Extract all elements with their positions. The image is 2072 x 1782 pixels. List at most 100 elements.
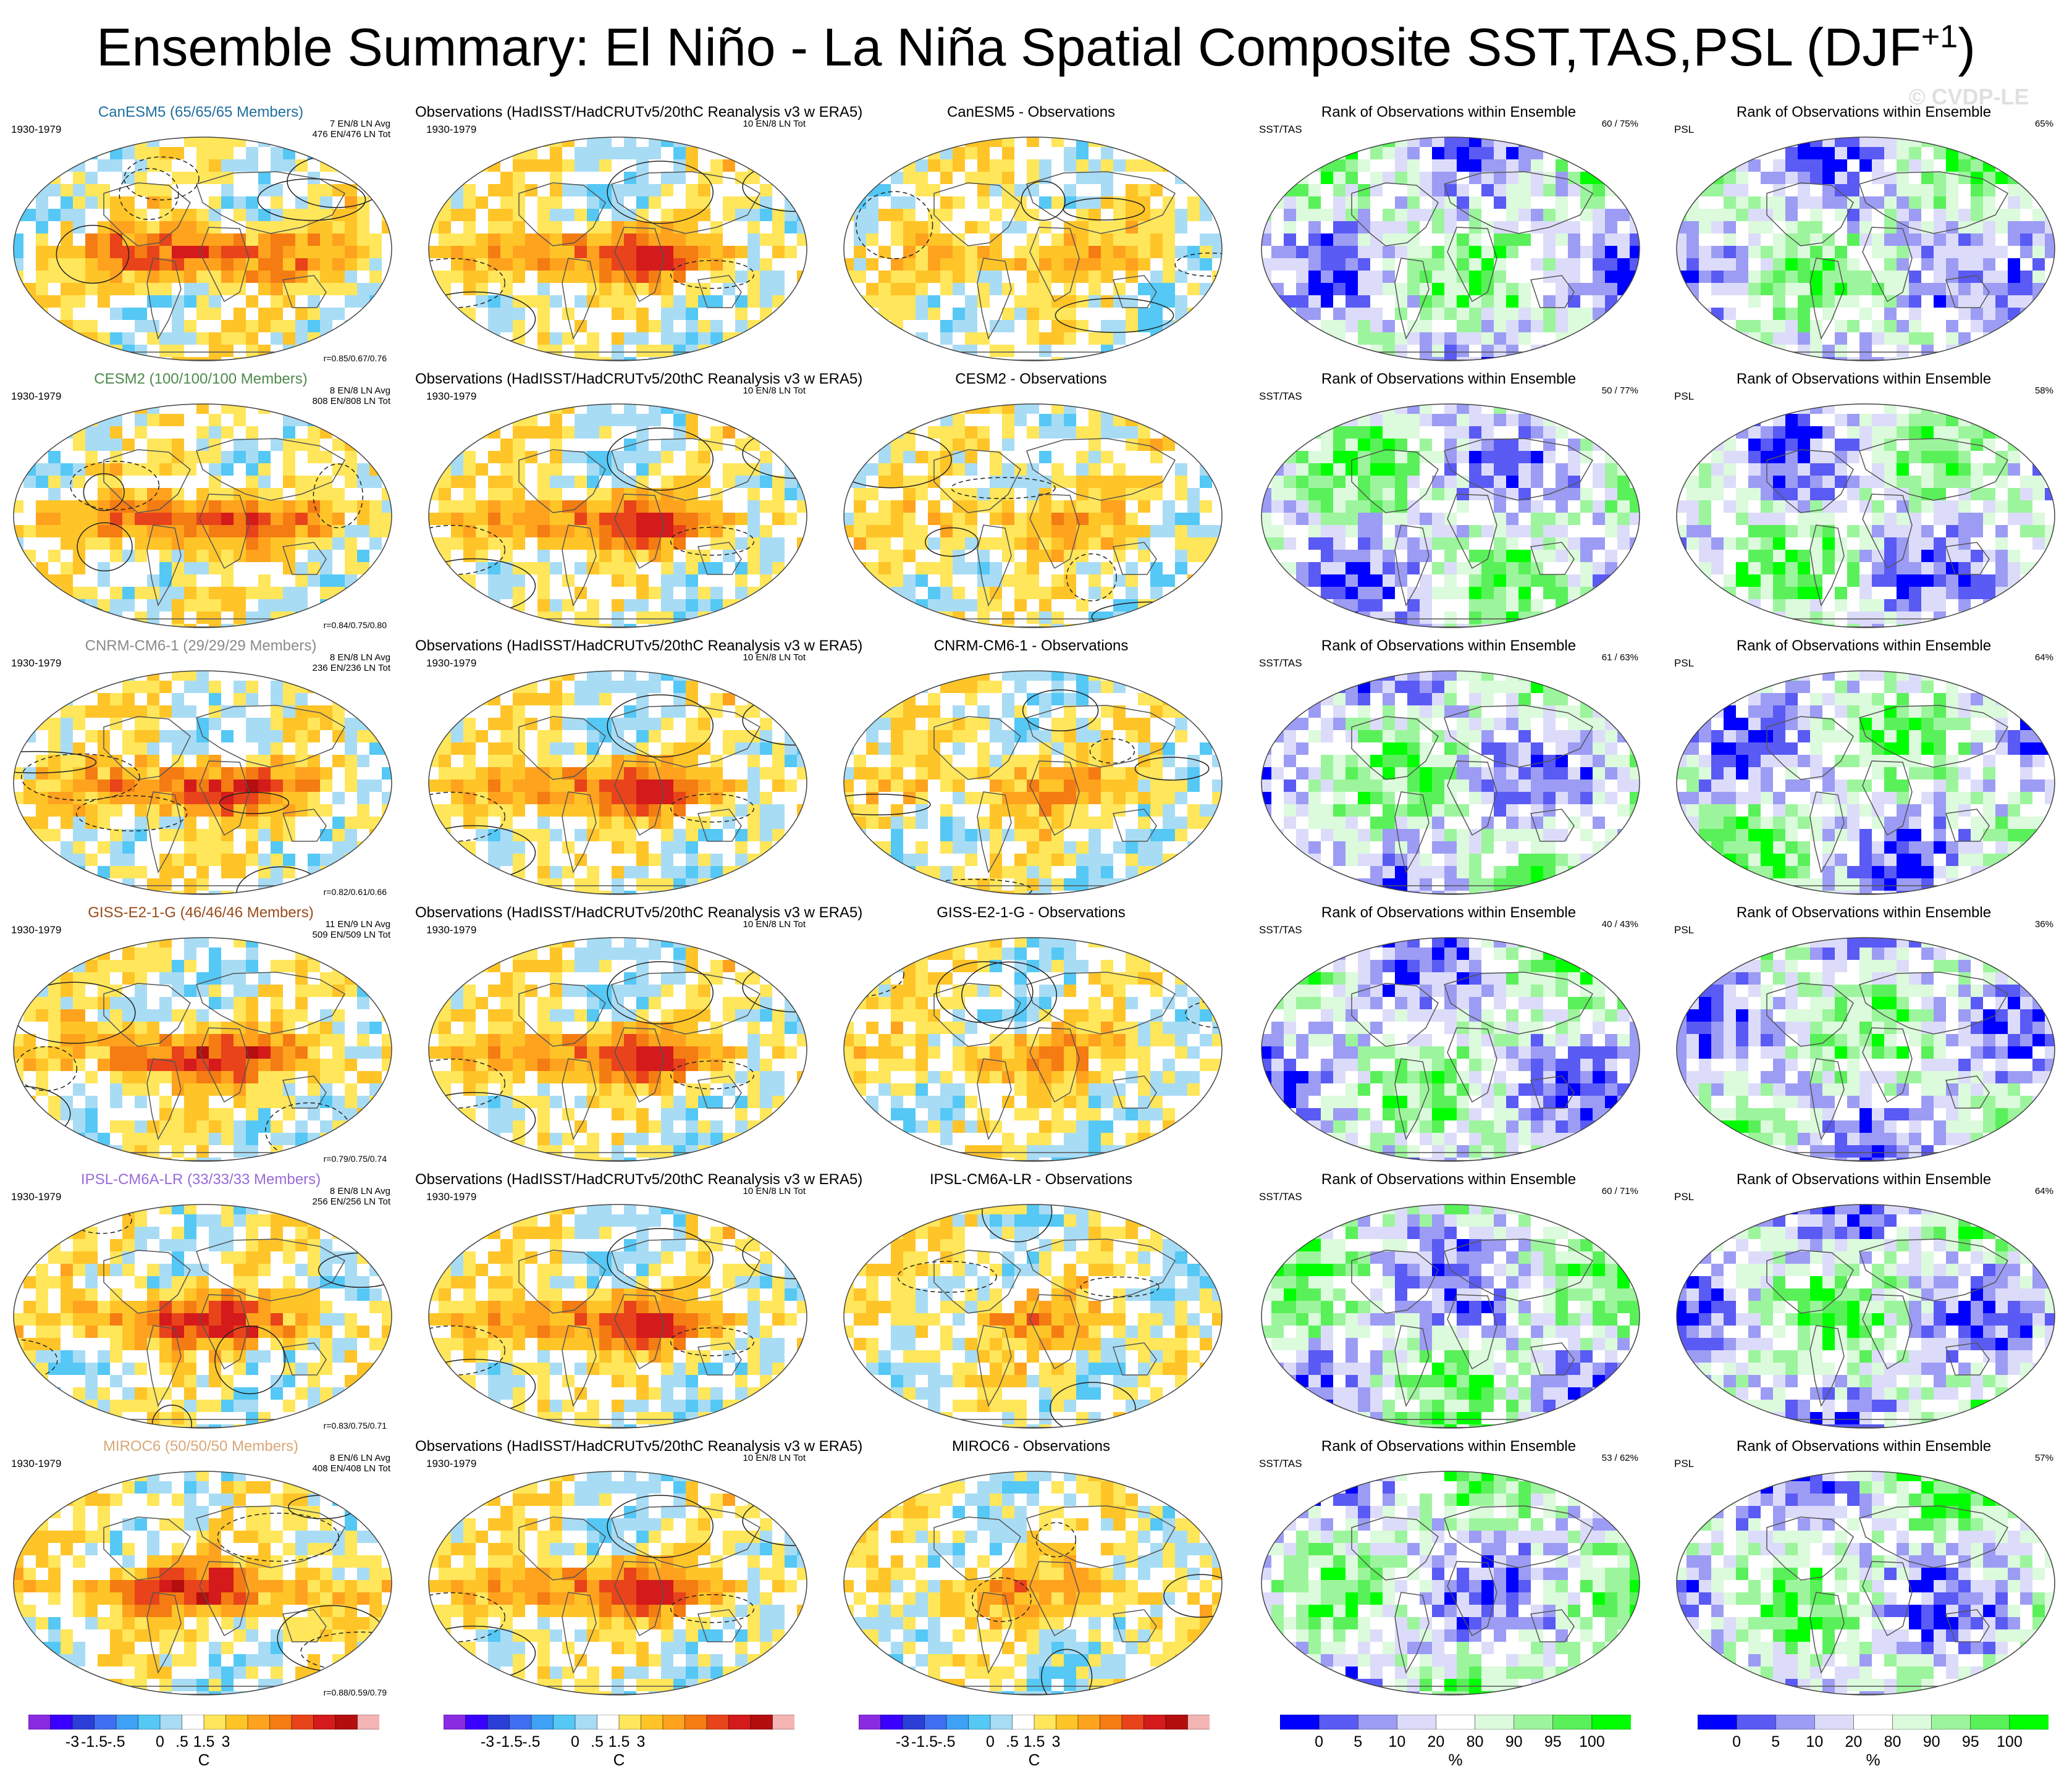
colorbar-swatch — [1775, 1714, 1816, 1730]
rank-title: Rank of Observations within Ensemble — [1736, 904, 1992, 921]
rank-var-label: PSL — [1674, 924, 1695, 936]
pattern-correlation: r=0.88/0.59/0.79 — [323, 1687, 387, 1697]
difference-title: CESM2 - Observations — [955, 371, 1107, 387]
member-info: 8 EN/6 LN Avg 408 EN/408 LN Tot — [313, 1453, 390, 1474]
rank-title: Rank of Observations within Ensemble — [1321, 371, 1577, 387]
colorbar-tick-label: 3 — [636, 1733, 646, 1750]
colorbar-tick-label: .5 — [591, 1733, 604, 1750]
colorbar-swatch — [772, 1714, 795, 1730]
colorbar-swatch — [357, 1714, 380, 1730]
map-area — [841, 1202, 1224, 1431]
colorbar-4: 0 5 10 20 80 90 95 100% — [1279, 1714, 1632, 1769]
obs-info: 10 EN/8 LN Tot — [743, 919, 806, 930]
panel-r5-c4: Rank of Observations within Ensemble SST/… — [1248, 1171, 1649, 1437]
map-area — [426, 135, 809, 363]
map-area — [426, 668, 809, 897]
obs-info: 10 EN/8 LN Tot — [743, 1186, 806, 1196]
colorbar-swatch — [335, 1714, 358, 1730]
watermark: © CVDP-LE — [1909, 84, 2029, 109]
model-title: GISS-E2-1-G (46/46/46 Members) — [88, 904, 314, 921]
colorbar-swatch — [858, 1714, 882, 1730]
colorbar-swatch — [1736, 1714, 1776, 1730]
colorbar-tick-label: 10 — [1388, 1733, 1406, 1750]
map-area — [1259, 1469, 1642, 1697]
colorbar-tick-label: -3 — [480, 1733, 495, 1750]
model-title: CESM2 (100/100/100 Members) — [94, 371, 308, 387]
figure-title-text: Ensemble Summary: El Niño - La Niña Spat… — [96, 18, 1976, 77]
member-info-line: 11 EN/9 LN Avg — [325, 919, 390, 930]
member-info-line: 8 EN/8 LN Avg — [329, 385, 390, 396]
rank-title: Rank of Observations within Ensemble — [1736, 1438, 1992, 1455]
colorbar-swatch — [1165, 1714, 1189, 1730]
colorbar-tick-label: 80 — [1466, 1733, 1484, 1750]
map-area — [841, 935, 1224, 1164]
colorbar-swatch — [116, 1714, 139, 1730]
colorbar-tick-label: 20 — [1427, 1733, 1445, 1750]
colorbar-swatch — [728, 1714, 751, 1730]
member-info: 8 EN/8 LN Avg 256 EN/256 LN Tot — [313, 1186, 390, 1207]
pattern-correlation: r=0.85/0.67/0.76 — [323, 353, 387, 363]
obs-title: Observations (HadISST/HadCRUTv5/20thC Re… — [415, 104, 863, 120]
colorbar-swatch — [1397, 1714, 1437, 1730]
member-info-line: 808 EN/808 LN Tot — [312, 396, 390, 406]
colorbar-tick-label: 3 — [1051, 1733, 1061, 1750]
map-rank-psl-r1 — [1676, 137, 2055, 361]
colorbar-tick-label: 0 — [986, 1733, 995, 1750]
panel-r5-c1: IPSL-CM6A-LR (33/33/33 Members) 1930-1979… — [0, 1171, 402, 1437]
period-label: 1930-1979 — [11, 390, 62, 402]
period-label: 1930-1979 — [426, 924, 477, 936]
map-area — [426, 1469, 809, 1697]
colorbar-swatch — [313, 1714, 336, 1730]
map-area — [11, 668, 394, 897]
colorbar-3: -3 -1.5 -.5 0 .5 1.5 3 C — [858, 1714, 1210, 1769]
map-rank-sst-r3 — [1261, 670, 1640, 895]
colorbar-tick-label: -1.5 — [495, 1733, 523, 1750]
rank-var-label: SST/TAS — [1259, 1191, 1302, 1203]
panel-r5-c2: Observations (HadISST/HadCRUTv5/20thC Re… — [415, 1171, 863, 1437]
panel-r6-c1: MIROC6 (50/50/50 Members) 1930-1979 8 EN/6… — [0, 1438, 402, 1704]
colorbar-unit: C — [613, 1750, 625, 1769]
map-diff-r2 — [843, 403, 1223, 628]
map-rank-sst-r5 — [1261, 1204, 1640, 1429]
map-area — [1674, 1202, 2057, 1431]
member-info-line: 236 EN/236 LN Tot — [312, 663, 390, 673]
obs-info: 10 EN/8 LN Tot — [743, 1453, 806, 1463]
colorbar-swatch — [1034, 1714, 1057, 1730]
rank-psl-value: 36% — [2034, 919, 2053, 930]
colorbar-swatch — [203, 1714, 227, 1730]
colorbar-swatch — [1931, 1714, 1971, 1730]
obs-title: Observations (HadISST/HadCRUTv5/20thC Re… — [415, 1171, 863, 1188]
map-diff-r5 — [843, 1204, 1223, 1429]
model-title: CNRM-CM6-1 (29/29/29 Members) — [85, 637, 317, 654]
rank-psl-value: 57% — [2034, 1453, 2053, 1463]
member-info-line: 408 EN/408 LN Tot — [312, 1463, 390, 1474]
colorbar-tick-label: 10 — [1806, 1733, 1824, 1750]
colorbar-tick-label: 0 — [1732, 1733, 1741, 1750]
map-area — [426, 1202, 809, 1431]
colorbar-swatch — [443, 1714, 466, 1730]
map-rank-psl-r6 — [1676, 1471, 2055, 1696]
map-rank-sst-r6 — [1261, 1471, 1640, 1696]
colorbar-swatch — [618, 1714, 642, 1730]
colorbar-swatch — [968, 1714, 991, 1730]
pattern-correlation: r=0.82/0.61/0.66 — [323, 887, 387, 897]
colorbar-tick-label: 0 — [571, 1733, 579, 1750]
colorbar-tick-label: .5 — [1006, 1733, 1019, 1750]
member-info-line: 8 EN/6 LN Avg — [329, 1453, 390, 1463]
map-area — [841, 668, 1224, 897]
map-diff-r3 — [843, 670, 1223, 895]
colorbar-tick-label: .5 — [175, 1733, 188, 1750]
obs-info: 10 EN/8 LN Tot — [743, 385, 806, 396]
colorbar-tick-label: 3 — [221, 1733, 230, 1750]
period-label: 1930-1979 — [11, 1191, 62, 1203]
rank-var-label: PSL — [1674, 1458, 1695, 1469]
colorbar-swatch — [28, 1714, 51, 1730]
colorbar-tick-label: 100 — [1997, 1733, 2023, 1750]
map-area — [426, 401, 809, 630]
panel-r2-c3: CESM2 - Observations — [830, 371, 1232, 636]
map-model-r3 — [13, 670, 392, 895]
panel-r2-c5: Rank of Observations within Ensemble PSL 5… — [1663, 371, 2065, 636]
period-label: 1930-1979 — [426, 1458, 477, 1469]
panel-r5-c5: Rank of Observations within Ensemble PSL 6… — [1663, 1171, 2065, 1437]
colorbar-swatch — [225, 1714, 248, 1730]
